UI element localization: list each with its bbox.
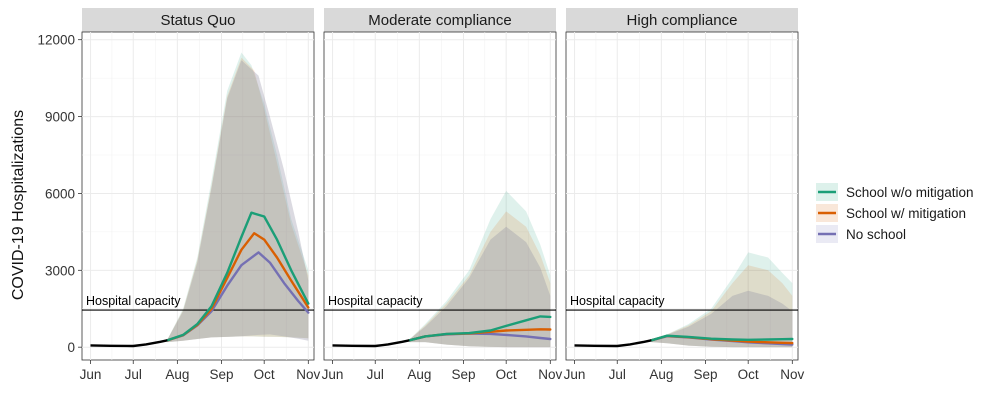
panel-title: Moderate compliance bbox=[368, 12, 511, 29]
uncertainty-band-1 bbox=[651, 265, 793, 348]
series-line-0 bbox=[166, 211, 310, 342]
x-tick-label: Nov bbox=[780, 367, 804, 382]
observed-line bbox=[332, 339, 410, 348]
x-tick-label: Sep bbox=[209, 367, 233, 382]
panel: Status Quo Hospital capacity Jun Jul Aug Sep O… bbox=[37, 8, 321, 382]
y-axis-title: COVID-19 Hospitalizations bbox=[10, 110, 27, 300]
x-tick-label: Aug bbox=[649, 367, 673, 382]
observed-line bbox=[574, 339, 652, 348]
panel-strip bbox=[566, 8, 798, 32]
uncertainty-band-1 bbox=[167, 57, 309, 343]
x-tick-label: Nov bbox=[296, 367, 320, 382]
panel-background bbox=[81, 31, 315, 361]
legend-label: School w/ mitigation bbox=[846, 206, 966, 221]
x-tick-label: Oct bbox=[738, 367, 759, 382]
band-overlap bbox=[167, 60, 309, 343]
x-tick-label: Nov bbox=[538, 367, 562, 382]
panel-title: Status Quo bbox=[160, 12, 235, 29]
panel: Moderate compliance Hospital capacity Jun J… bbox=[322, 8, 563, 382]
y-tick-label: 6000 bbox=[45, 186, 75, 201]
hospital-capacity-label: Hospital capacity bbox=[328, 294, 423, 308]
uncertainty-band-0 bbox=[409, 190, 551, 348]
x-tick-label: Jun bbox=[80, 367, 102, 382]
x-tick-label: Jul bbox=[609, 367, 626, 382]
x-tick-label: Oct bbox=[254, 367, 275, 382]
y-tick-label: 3000 bbox=[45, 263, 75, 278]
hospital-capacity-label: Hospital capacity bbox=[86, 294, 181, 308]
series-line-0 bbox=[650, 334, 794, 342]
panel-strip bbox=[324, 8, 556, 32]
hospital-capacity-label: Hospital capacity bbox=[570, 294, 665, 308]
uncertainty-band-0 bbox=[167, 52, 309, 343]
observed-line bbox=[90, 339, 168, 348]
y-tick-label: 0 bbox=[67, 340, 75, 355]
x-tick-label: Aug bbox=[165, 367, 189, 382]
x-tick-label: Sep bbox=[451, 367, 475, 382]
x-tick-label: Jun bbox=[322, 367, 344, 382]
band-overlap bbox=[409, 226, 551, 348]
uncertainty-band-2 bbox=[651, 290, 793, 348]
x-tick-label: Jun bbox=[564, 367, 586, 382]
panel-background bbox=[323, 31, 557, 361]
uncertainty-band-2 bbox=[409, 226, 551, 348]
x-tick-label: Sep bbox=[693, 367, 717, 382]
legend-label: No school bbox=[846, 227, 906, 242]
uncertainty-band-0 bbox=[651, 252, 793, 348]
panel-background bbox=[565, 31, 799, 361]
x-tick-label: Aug bbox=[407, 367, 431, 382]
panels: Status Quo Hospital capacity Jun Jul Aug Sep O… bbox=[37, 8, 805, 382]
y-tick-label: 12000 bbox=[37, 33, 75, 48]
y-tick-label: 9000 bbox=[45, 110, 75, 125]
panel: High compliance Hospital capacity Jun Jul Au… bbox=[564, 8, 805, 382]
uncertainty-band-1 bbox=[409, 211, 551, 348]
x-tick-label: Jul bbox=[367, 367, 384, 382]
legend: School w/o mitigation School w/ mitigatio… bbox=[816, 183, 974, 243]
uncertainty-band-2 bbox=[167, 60, 309, 343]
band-overlap bbox=[651, 290, 793, 348]
series-line-0 bbox=[408, 315, 552, 342]
x-tick-label: Jul bbox=[125, 367, 142, 382]
panel-strip bbox=[82, 8, 314, 32]
legend-label: School w/o mitigation bbox=[846, 185, 974, 200]
panel-title: High compliance bbox=[627, 12, 738, 29]
x-tick-label: Oct bbox=[496, 367, 517, 382]
